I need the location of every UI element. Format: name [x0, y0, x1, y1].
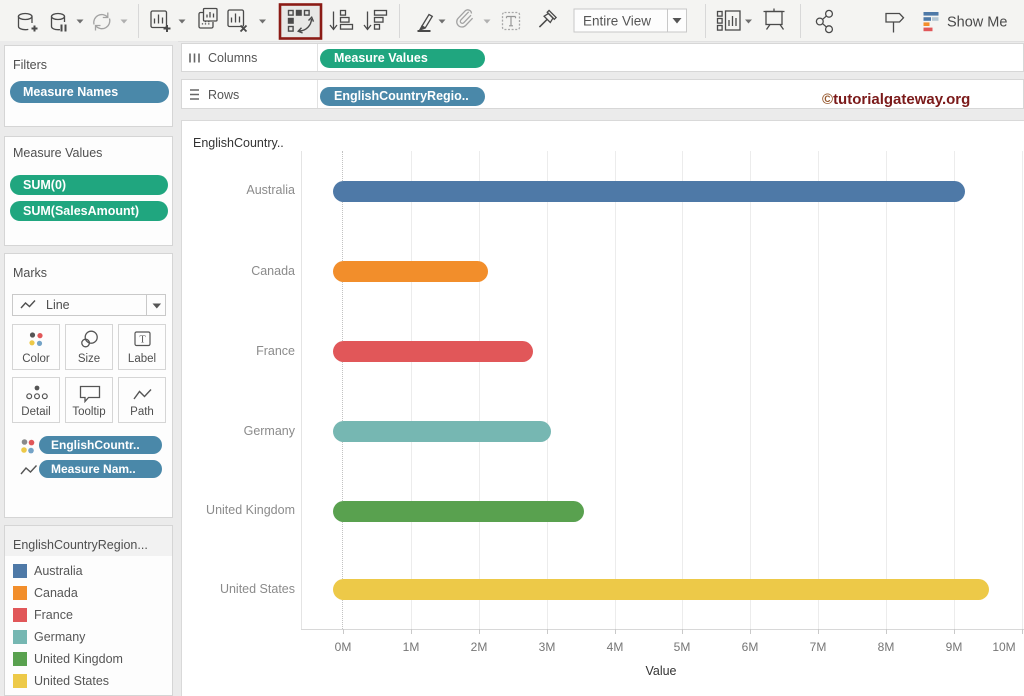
- svg-text:Show Me: Show Me: [947, 15, 1007, 31]
- svg-text:T: T: [139, 335, 145, 346]
- svg-text:Entire View: Entire View: [583, 14, 651, 29]
